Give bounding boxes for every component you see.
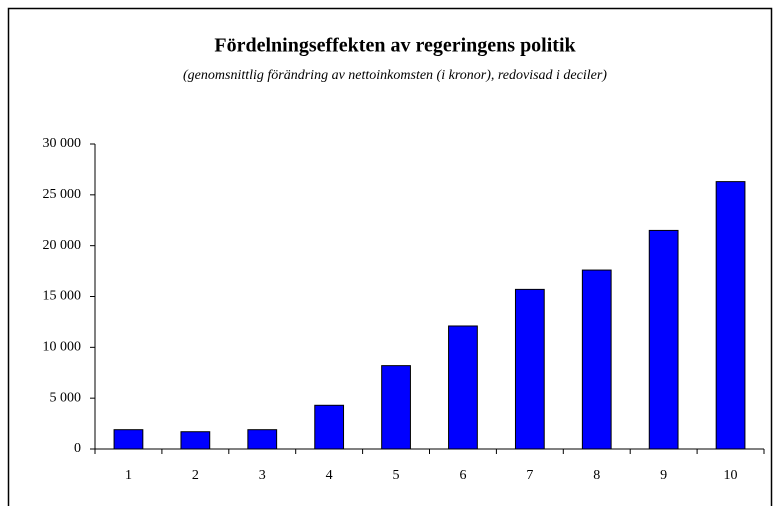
- bar: [648, 229, 679, 450]
- y-tick-label: 30 000: [43, 136, 82, 151]
- bar: [514, 288, 545, 450]
- y-tick-label: 10 000: [43, 340, 82, 355]
- chart-subtitle: (genomsnittlig förändring av nettoinkoms…: [183, 68, 607, 83]
- x-tick-label: 1: [125, 468, 132, 483]
- bar: [581, 269, 612, 450]
- y-tick-label: 5 000: [50, 390, 82, 405]
- y-tick-label: 20 000: [43, 238, 82, 253]
- x-tick-label: 8: [593, 468, 600, 483]
- x-tick-label: 7: [526, 468, 533, 483]
- chart-title: Fördelningseffekten av regeringens polit…: [214, 35, 576, 57]
- bar: [180, 431, 211, 450]
- bar: [715, 181, 746, 450]
- x-tick-label: 5: [393, 468, 400, 483]
- bar: [314, 404, 345, 450]
- bar: [113, 429, 144, 450]
- x-tick-label: 4: [326, 468, 333, 483]
- y-tick-label: 15 000: [43, 289, 82, 304]
- y-tick-label: 25 000: [43, 187, 82, 202]
- x-tick-label: 10: [724, 468, 738, 483]
- y-tick-label: 0: [74, 441, 81, 456]
- x-tick-label: 6: [459, 468, 466, 483]
- bar: [381, 365, 411, 450]
- bar: [247, 429, 278, 450]
- x-tick-label: 2: [192, 468, 199, 483]
- x-tick-label: 9: [660, 468, 667, 483]
- x-tick-label: 3: [259, 468, 266, 483]
- bar: [448, 325, 478, 450]
